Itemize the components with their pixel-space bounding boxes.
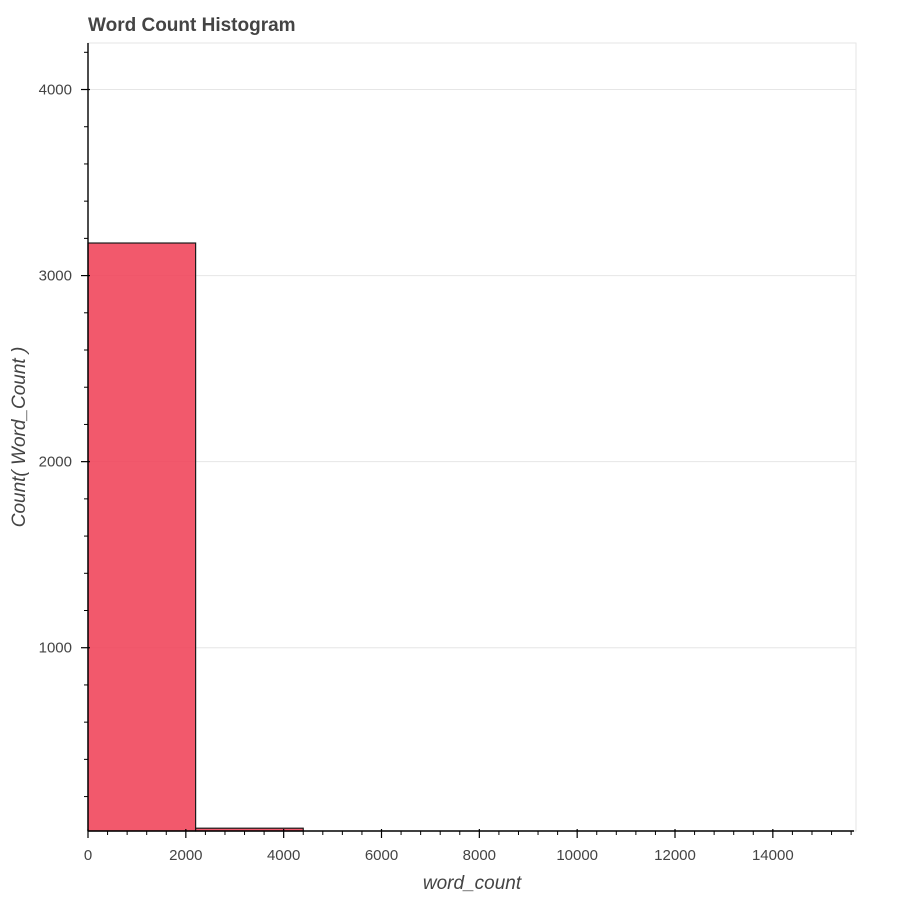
y-axis-label: Count( Word_Count ) (9, 347, 30, 528)
y-tick-label: 4000 (39, 82, 72, 99)
x-tick-label: 4000 (267, 847, 300, 864)
x-axis: 0 2000 4000 6000 8000 10000 12000 14000 (84, 829, 854, 864)
x-tick-label: 2000 (169, 847, 202, 864)
x-tick-label: 14000 (752, 847, 794, 864)
y-tick-label: 3000 (39, 268, 72, 285)
x-tick-label: 12000 (654, 847, 696, 864)
x-tick-label: 0 (84, 847, 92, 864)
grid-lines (88, 89, 856, 649)
y-axis: 1000 2000 3000 4000 (39, 43, 90, 831)
plot-frame (87, 42, 857, 832)
histogram-bar (87, 242, 197, 832)
y-tick-label: 1000 (39, 640, 72, 657)
x-axis-label: word_count (423, 873, 522, 894)
chart-title: Word Count Histogram (88, 15, 296, 36)
x-tick-label: 6000 (365, 847, 398, 864)
bars (87, 242, 304, 832)
x-tick-label: 10000 (556, 847, 598, 864)
y-tick-label: 2000 (39, 454, 72, 471)
x-tick-label: 8000 (463, 847, 496, 864)
